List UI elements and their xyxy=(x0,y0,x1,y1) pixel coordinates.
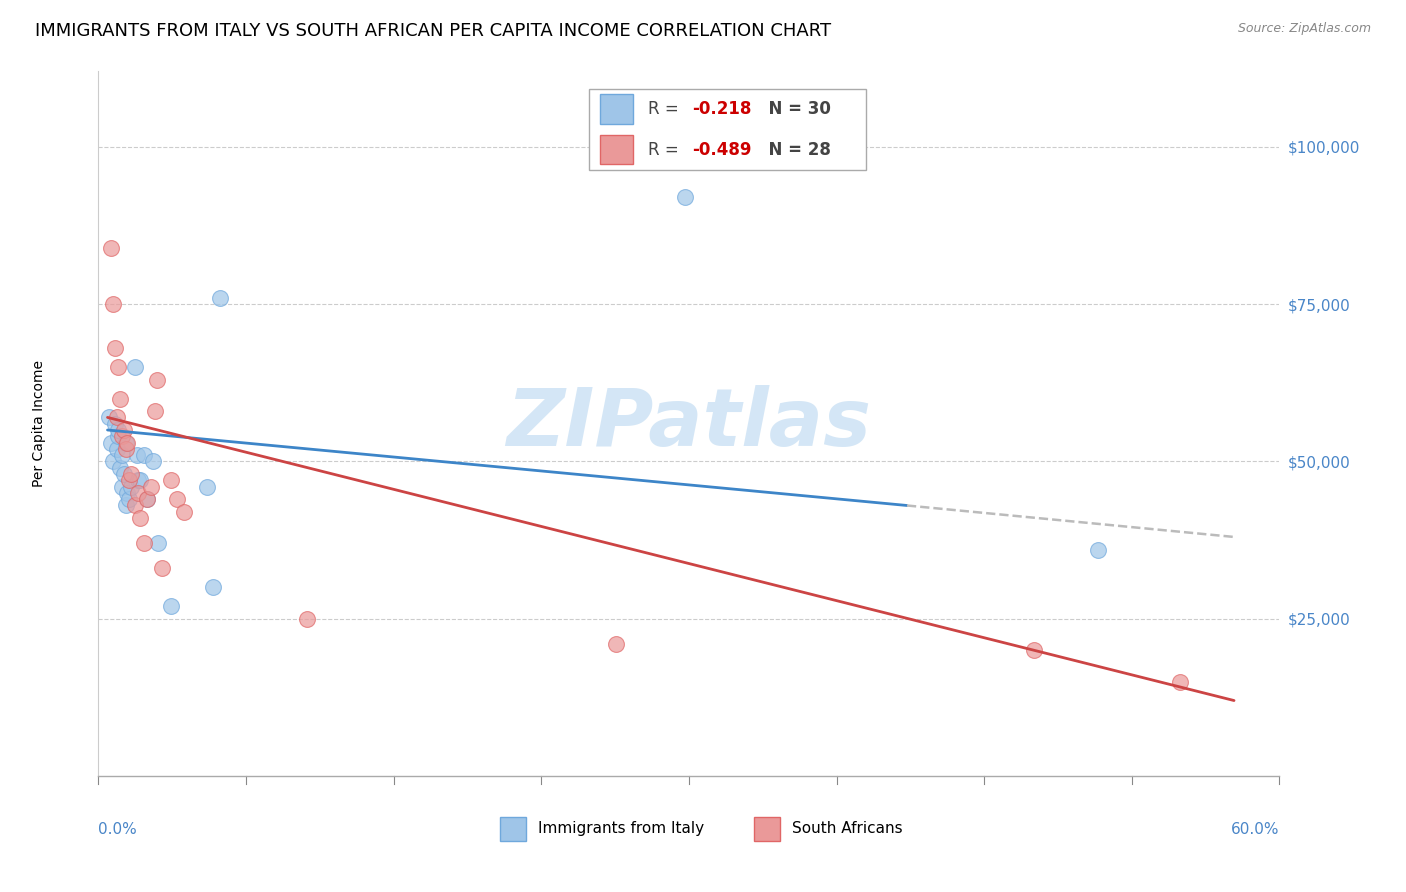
Point xyxy=(124,360,146,375)
Text: 0.0%: 0.0% xyxy=(98,822,138,837)
Point xyxy=(111,429,134,443)
Point xyxy=(197,480,219,494)
Point xyxy=(118,473,141,487)
Point xyxy=(117,435,139,450)
Text: IMMIGRANTS FROM ITALY VS SOUTH AFRICAN PER CAPITA INCOME CORRELATION CHART: IMMIGRANTS FROM ITALY VS SOUTH AFRICAN P… xyxy=(35,22,831,40)
Point xyxy=(114,435,136,450)
Text: South Africans: South Africans xyxy=(792,822,903,837)
Point xyxy=(132,536,155,550)
FancyBboxPatch shape xyxy=(600,94,634,123)
Point xyxy=(107,429,129,443)
FancyBboxPatch shape xyxy=(589,89,866,170)
FancyBboxPatch shape xyxy=(501,816,526,841)
Point xyxy=(117,486,139,500)
Point xyxy=(1024,643,1046,657)
FancyBboxPatch shape xyxy=(754,816,780,841)
Point xyxy=(129,473,152,487)
Point xyxy=(111,448,134,462)
Point xyxy=(111,480,134,494)
Point xyxy=(100,435,122,450)
Point xyxy=(107,423,129,437)
Point xyxy=(1087,542,1109,557)
Text: -0.218: -0.218 xyxy=(693,100,752,118)
Text: -0.489: -0.489 xyxy=(693,141,752,159)
Point xyxy=(139,480,162,494)
Point xyxy=(104,341,127,355)
Point xyxy=(605,637,627,651)
Point xyxy=(148,536,170,550)
Point xyxy=(136,492,159,507)
Text: Source: ZipAtlas.com: Source: ZipAtlas.com xyxy=(1237,22,1371,36)
Point xyxy=(297,612,319,626)
FancyBboxPatch shape xyxy=(600,135,634,164)
Point xyxy=(101,454,124,468)
Point xyxy=(114,442,136,456)
Text: R =: R = xyxy=(648,100,683,118)
Text: N = 28: N = 28 xyxy=(758,141,831,159)
Point xyxy=(160,599,183,614)
Point xyxy=(120,480,142,494)
Point xyxy=(145,373,167,387)
Point xyxy=(100,240,122,255)
Point xyxy=(127,486,149,500)
Point xyxy=(114,499,136,513)
Point xyxy=(101,297,124,311)
Text: Immigrants from Italy: Immigrants from Italy xyxy=(537,822,704,837)
Point xyxy=(143,404,166,418)
Point xyxy=(150,561,173,575)
Text: 60.0%: 60.0% xyxy=(1232,822,1279,837)
Point xyxy=(173,505,195,519)
Point xyxy=(136,492,159,507)
Text: Per Capita Income: Per Capita Income xyxy=(32,360,46,487)
Point xyxy=(124,499,146,513)
Point xyxy=(110,460,132,475)
Point xyxy=(201,580,224,594)
Point xyxy=(142,454,165,468)
Point xyxy=(127,473,149,487)
Point xyxy=(110,392,132,406)
Point xyxy=(166,492,188,507)
Point xyxy=(129,511,152,525)
Point xyxy=(112,467,135,481)
Point xyxy=(132,448,155,462)
Point xyxy=(160,473,183,487)
Point xyxy=(1168,674,1191,689)
Point xyxy=(209,291,232,305)
Point xyxy=(673,190,696,204)
Point xyxy=(104,417,127,431)
Text: ZIPatlas: ZIPatlas xyxy=(506,384,872,463)
Point xyxy=(98,410,121,425)
Point xyxy=(118,492,141,507)
Point xyxy=(105,442,128,456)
Point xyxy=(112,423,135,437)
Text: N = 30: N = 30 xyxy=(758,100,831,118)
Point xyxy=(107,360,129,375)
Text: R =: R = xyxy=(648,141,683,159)
Point xyxy=(120,467,142,481)
Point xyxy=(125,448,148,462)
Point xyxy=(105,410,128,425)
